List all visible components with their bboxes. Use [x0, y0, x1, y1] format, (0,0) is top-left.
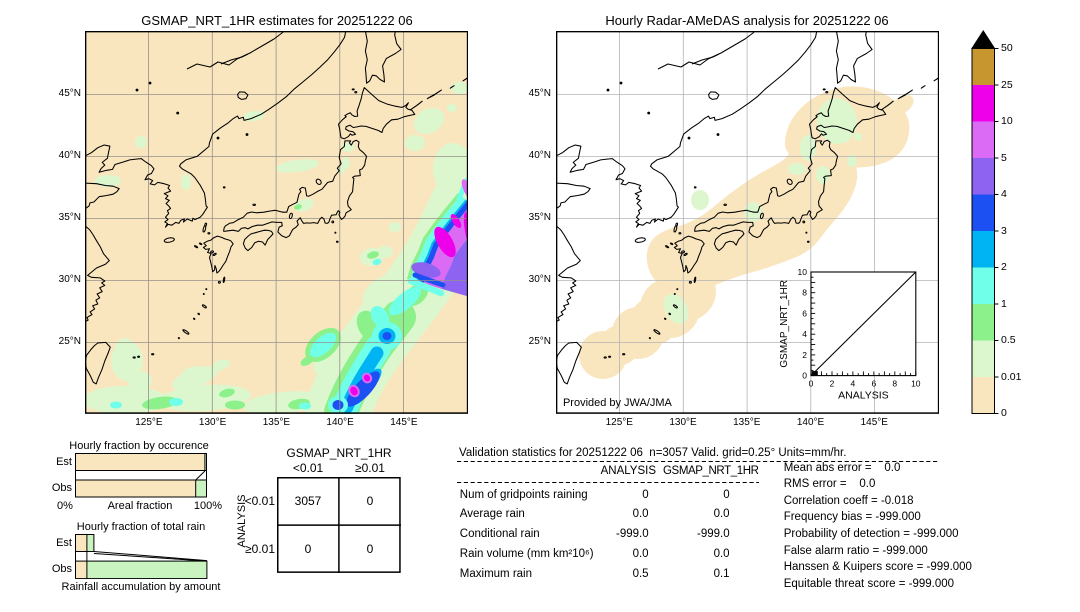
svg-text:6: 6 [871, 378, 876, 388]
svg-text:ANALYSIS: ANALYSIS [838, 389, 889, 401]
svg-text:2: 2 [802, 350, 807, 360]
svg-text:4: 4 [850, 378, 855, 388]
svg-text:Provided by JWA/JMA: Provided by JWA/JMA [563, 397, 673, 409]
svg-text:4: 4 [802, 329, 807, 339]
svg-text:8: 8 [892, 378, 897, 388]
svg-text:2: 2 [829, 378, 834, 388]
svg-text:GSMAP_NRT_1HR: GSMAP_NRT_1HR [779, 280, 790, 368]
svg-text:0: 0 [802, 370, 807, 380]
svg-text:6: 6 [802, 308, 807, 318]
svg-text:0: 0 [808, 378, 813, 388]
svg-text:10: 10 [797, 267, 807, 277]
svg-text:8: 8 [802, 288, 807, 298]
svg-text:10: 10 [911, 378, 921, 388]
